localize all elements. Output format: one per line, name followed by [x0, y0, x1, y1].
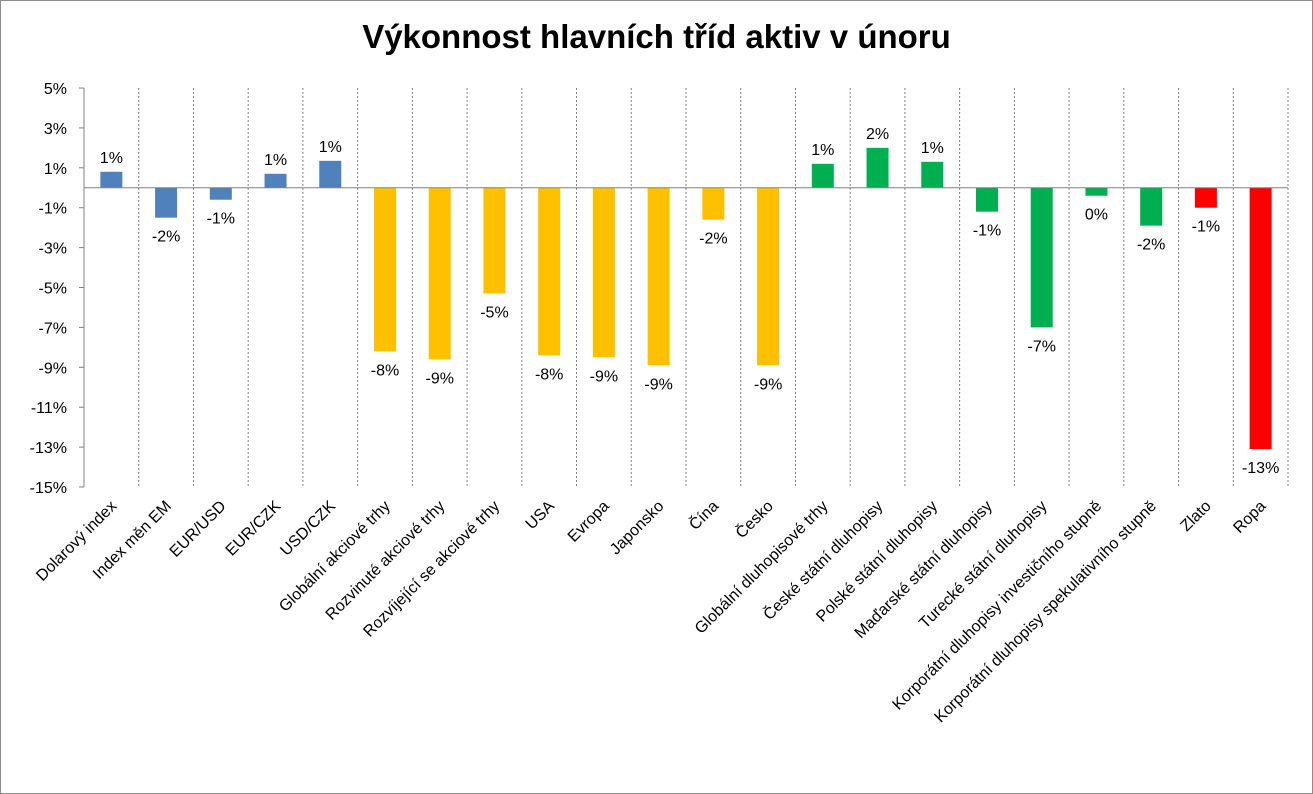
bar	[647, 187, 670, 366]
bar	[100, 171, 123, 188]
bar	[1194, 187, 1217, 208]
y-tick-label: -15%	[30, 480, 67, 497]
data-label: -13%	[1242, 460, 1279, 477]
bar	[264, 173, 287, 188]
y-tick-label: 1%	[44, 161, 67, 178]
x-tick-label: USA	[523, 498, 559, 534]
data-label: 1%	[921, 140, 944, 157]
y-tick-label: -13%	[30, 440, 67, 457]
data-label: 1%	[100, 150, 123, 167]
bar	[811, 163, 834, 188]
bar	[1249, 187, 1272, 450]
bar	[209, 187, 232, 200]
y-tick-label: -9%	[39, 360, 67, 377]
bar	[757, 187, 780, 366]
data-label: 1%	[264, 152, 287, 169]
data-label: -2%	[1137, 237, 1165, 254]
bar	[538, 187, 561, 356]
y-tick-label: -5%	[39, 281, 67, 298]
x-tick-label: Česko	[731, 496, 777, 542]
x-tick-label: Zlato	[1178, 498, 1215, 535]
x-tick-label: Čína	[685, 496, 722, 533]
data-label: 0%	[1085, 207, 1108, 224]
data-label: -9%	[754, 376, 782, 393]
bar	[866, 147, 889, 188]
bar	[1085, 187, 1108, 196]
bar	[428, 187, 451, 360]
y-tick-label: -3%	[39, 241, 67, 258]
data-label: -2%	[699, 231, 727, 248]
y-tick-label: 5%	[44, 81, 67, 98]
data-label: -8%	[535, 366, 563, 383]
data-label: -7%	[1028, 338, 1056, 355]
x-tick-label: Ropa	[1230, 498, 1269, 537]
bar	[319, 160, 342, 188]
bar	[702, 187, 725, 220]
data-label: -2%	[152, 229, 180, 246]
data-label: -9%	[644, 376, 672, 393]
bar	[592, 187, 615, 358]
data-label: -9%	[426, 370, 454, 387]
data-label: -1%	[973, 223, 1001, 240]
bar	[1140, 187, 1163, 226]
x-tick-label: Korporátní dluhopisy investičního stupně	[889, 498, 1105, 714]
data-label: 2%	[866, 126, 889, 143]
x-tick-label: Japonsko	[607, 498, 668, 559]
bar	[483, 187, 506, 294]
bar	[976, 187, 998, 212]
y-tick-label: -11%	[31, 400, 67, 417]
data-label: -8%	[371, 362, 399, 379]
data-label: 1%	[319, 139, 342, 156]
bar	[155, 187, 178, 218]
x-tick-label: EUR/USD	[167, 498, 230, 561]
y-tick-label: 3%	[44, 121, 67, 138]
x-tick-label: EUR/CZK	[223, 498, 285, 560]
data-label: 1%	[811, 142, 834, 159]
x-tick-label: Evropa	[565, 498, 613, 546]
data-label: -5%	[480, 304, 508, 321]
y-tick-label: -7%	[39, 320, 67, 337]
x-tick-label: Globální akciové trhy	[276, 498, 394, 616]
bar	[921, 161, 944, 188]
data-label: -9%	[590, 368, 618, 385]
chart-title: Výkonnost hlavních tříd aktiv v únoru	[362, 18, 951, 55]
y-tick-label: -1%	[39, 201, 67, 218]
bar	[1030, 187, 1053, 328]
data-label: -1%	[207, 211, 235, 228]
bar	[374, 187, 396, 352]
data-label: -1%	[1192, 219, 1220, 236]
